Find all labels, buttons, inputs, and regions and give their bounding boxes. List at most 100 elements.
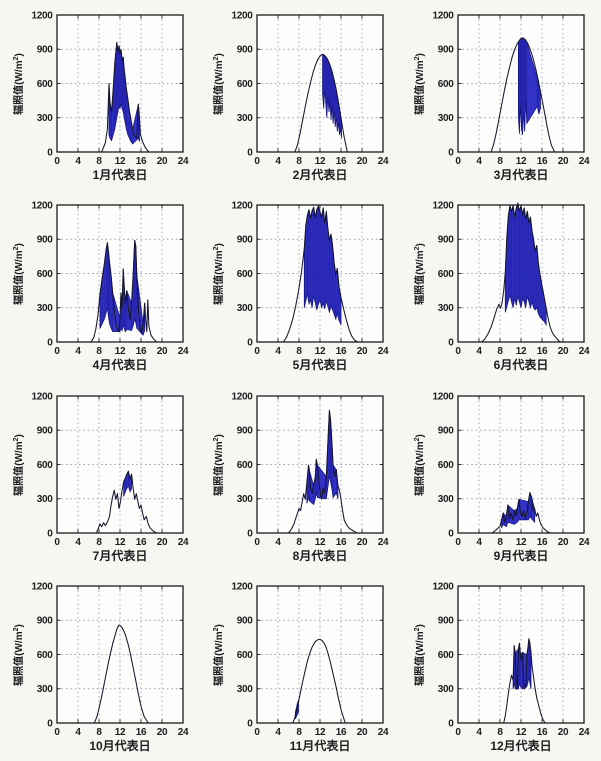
x-tick-label: 8 (297, 156, 303, 167)
y-tick-label: 0 (448, 147, 454, 158)
x-tick-label: 4 (276, 537, 282, 548)
x-tick-label: 20 (558, 156, 569, 167)
x-axis-title: 12月代表日 (490, 738, 551, 753)
x-tick-label: 20 (357, 727, 368, 738)
y-tick-label: 0 (47, 528, 53, 539)
grid-lines (257, 15, 384, 152)
irradiance-curve (283, 205, 359, 343)
irradiance-plot-month-8: 0 300 600 900 1200 0 4 8 12 16 20 24 辐照值(W/m2) 8月代表日 (212, 391, 389, 563)
irradiance-plot-month-1: 0 300 600 900 1200 0 4 8 12 16 20 24 辐照值(W/m2) 1月代表日 (12, 10, 189, 182)
y-tick-label: 1200 (32, 10, 54, 21)
irradiance-plot-month-10: 0 300 600 900 1200 0 4 8 12 16 20 24 辐照值(W/m2) 10月代表日 (12, 581, 189, 753)
y-axis-title: 辐照值(W/m2) (212, 434, 225, 496)
y-tick-label: 900 (237, 235, 254, 246)
irradiance-plot-month-3: 0 300 600 900 1200 0 4 8 12 16 20 24 辐照值(W/m2) 3月代表日 (413, 10, 590, 182)
x-tick-label: 24 (579, 156, 590, 167)
y-tick-label: 300 (237, 494, 254, 505)
subplot-month-10: 0 300 600 900 1200 0 4 8 12 16 20 24 辐照值(W/m2) 10月代表日 (0, 571, 200, 761)
x-tick-label: 16 (336, 537, 347, 548)
x-tick-label: 24 (178, 537, 189, 548)
y-tick-label: 600 (237, 269, 254, 280)
y-tick-label: 300 (37, 494, 54, 505)
irradiance-striations (304, 206, 342, 326)
irradiance-curve (93, 624, 149, 724)
x-tick-label: 16 (136, 156, 147, 167)
x-tick-label: 24 (579, 346, 590, 357)
x-tick-label: 0 (455, 537, 461, 548)
irradiance-curve (502, 637, 546, 724)
x-tick-label: 12 (516, 156, 527, 167)
irradiance-curve (101, 41, 150, 153)
irradiance-plot-month-4: 0 300 600 900 1200 0 4 8 12 16 20 24 辐照值(W/m2) 4月代表日 (12, 201, 189, 373)
subplot-month-2: 0 300 600 900 1200 0 4 8 12 16 20 24 辐照值(W/m2) 2月代表日 (200, 0, 400, 190)
y-tick-label: 900 (37, 425, 54, 436)
x-tick-label: 8 (497, 346, 503, 357)
y-axis-title: 辐照值(W/m2) (12, 53, 25, 115)
x-tick-label: 8 (497, 727, 503, 738)
y-tick-label: 0 (448, 338, 454, 349)
x-tick-label: 20 (558, 537, 569, 548)
x-tick-label: 4 (276, 727, 282, 738)
tick-marks (257, 14, 384, 153)
x-axis-title: 2月代表日 (293, 167, 348, 182)
y-tick-label: 900 (237, 425, 254, 436)
y-tick-label: 300 (438, 494, 455, 505)
subplot-month-6: 0 300 600 900 1200 0 4 8 12 16 20 24 辐照值(W/m2) 6月代表日 (401, 190, 601, 380)
y-tick-label: 600 (37, 650, 54, 661)
x-tick-label: 12 (315, 537, 326, 548)
irradiance-plot-month-5: 0 300 600 900 1200 0 4 8 12 16 20 24 辐照值(W/m2) 5月代表日 (212, 201, 389, 373)
subplot-month-1: 0 300 600 900 1200 0 4 8 12 16 20 24 辐照值(W/m2) 1月代表日 (0, 0, 200, 190)
irradiance-plot-month-6: 0 300 600 900 1200 0 4 8 12 16 20 24 辐照值(W/m2) 6月代表日 (413, 201, 590, 373)
y-tick-label: 300 (37, 303, 54, 314)
x-tick-label: 24 (378, 156, 389, 167)
x-axis-title: 7月代表日 (93, 548, 148, 563)
x-tick-label: 0 (255, 727, 261, 738)
y-tick-label: 0 (248, 338, 254, 349)
subplot-month-4: 0 300 600 900 1200 0 4 8 12 16 20 24 辐照值(W/m2) 4月代表日 (0, 190, 200, 380)
x-tick-label: 16 (136, 727, 147, 738)
x-tick-label: 0 (255, 537, 261, 548)
tick-marks (457, 395, 585, 533)
x-tick-label: 0 (455, 156, 461, 167)
y-tick-label: 1200 (32, 201, 54, 212)
tick-marks (457, 585, 585, 724)
y-tick-label: 1200 (432, 10, 454, 21)
x-tick-label: 4 (476, 346, 482, 357)
y-tick-label: 600 (438, 650, 455, 661)
y-tick-label: 900 (438, 425, 455, 436)
x-tick-label: 24 (378, 346, 389, 357)
x-tick-label: 8 (97, 727, 103, 738)
x-tick-label: 16 (136, 346, 147, 357)
x-tick-label: 8 (97, 156, 103, 167)
y-tick-label: 900 (237, 615, 254, 626)
x-axis-title: 10月代表日 (89, 738, 150, 753)
y-tick-label: 300 (237, 684, 254, 695)
x-tick-label: 24 (378, 727, 389, 738)
y-axis-title: 辐照值(W/m2) (212, 53, 225, 115)
grid-lines (257, 585, 384, 723)
y-tick-label: 0 (248, 147, 254, 158)
grid-lines (57, 585, 184, 723)
irradiance-curve (90, 240, 158, 343)
x-tick-label: 20 (558, 346, 569, 357)
y-tick-label: 1200 (432, 201, 454, 212)
x-tick-label: 8 (297, 727, 303, 738)
x-tick-label: 20 (357, 156, 368, 167)
x-tick-label: 4 (76, 537, 82, 548)
irradiance-plot-month-12: 0 300 600 900 1200 0 4 8 12 16 20 24 辐照值(W/m2) 12月代表日 (413, 581, 590, 753)
x-axis-title: 6月代表日 (493, 357, 548, 372)
x-tick-label: 16 (336, 727, 347, 738)
y-axis-title: 辐照值(W/m2) (413, 53, 426, 115)
irradiance-plot-month-2: 0 300 600 900 1200 0 4 8 12 16 20 24 辐照值(W/m2) 2月代表日 (212, 10, 389, 182)
tick-marks (257, 585, 384, 724)
y-tick-label: 300 (37, 684, 54, 695)
x-tick-label: 4 (476, 727, 482, 738)
x-tick-label: 0 (455, 346, 461, 357)
x-tick-label: 16 (537, 537, 548, 548)
x-axis-title: 8月代表日 (293, 548, 348, 563)
x-tick-label: 0 (255, 156, 261, 167)
x-tick-label: 0 (255, 346, 261, 357)
y-tick-label: 900 (237, 45, 254, 56)
x-tick-label: 12 (315, 156, 326, 167)
